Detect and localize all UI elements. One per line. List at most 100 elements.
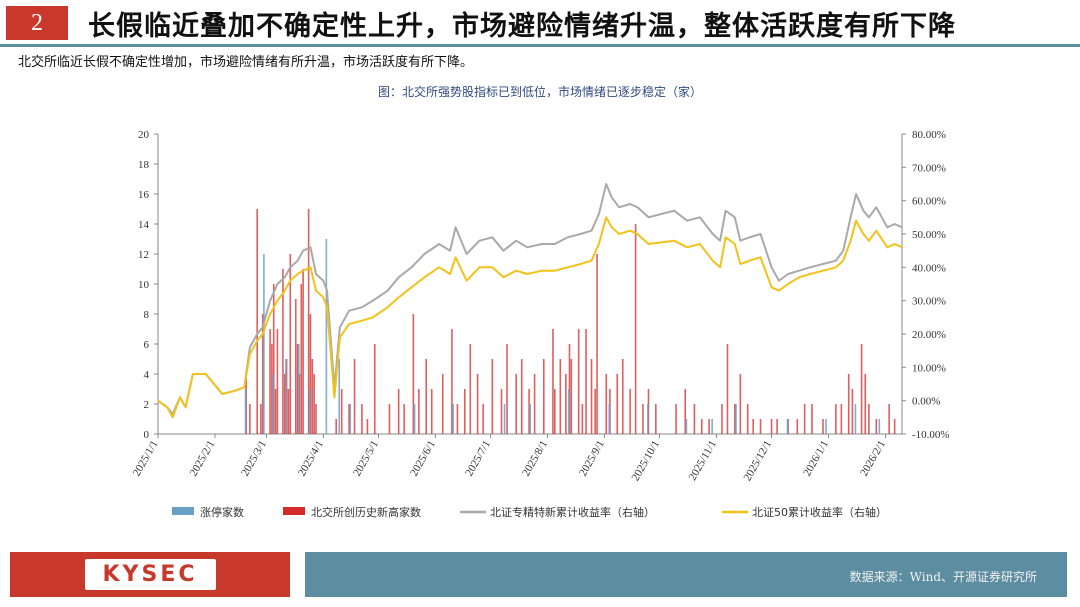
new-high-bar xyxy=(822,419,824,434)
right-tick-label: 70.00% xyxy=(912,162,946,174)
footer-logo-panel: KYSEC xyxy=(10,552,290,597)
right-tick-label: 30.00% xyxy=(912,296,946,308)
new-high-bar xyxy=(311,359,314,434)
new-high-bar xyxy=(554,389,556,434)
new-high-bar xyxy=(840,404,843,434)
new-high-bar xyxy=(296,344,299,434)
x-tick-label: 2025/12/1 xyxy=(741,439,774,484)
x-tick-label: 2025/2/1 xyxy=(188,439,218,479)
new-high-bar xyxy=(594,389,597,434)
new-high-bar xyxy=(634,224,637,434)
new-high-bar xyxy=(283,374,286,434)
x-tick-label: 2025/9/1 xyxy=(577,439,607,479)
new-high-bar xyxy=(463,389,466,434)
new-high-bar xyxy=(629,389,631,434)
right-tick-label: 20.00% xyxy=(912,329,946,341)
left-tick-label: 18 xyxy=(138,159,150,171)
limit-up-bar xyxy=(568,389,570,434)
limit-up-bar xyxy=(647,404,649,434)
x-tick-label: 2025/5/1 xyxy=(351,439,381,479)
limit-up-bar xyxy=(878,419,881,434)
limit-up-bar xyxy=(413,404,416,434)
new-high-bar xyxy=(621,359,624,434)
x-tick-label: 2025/4/1 xyxy=(296,439,326,479)
new-high-bar xyxy=(491,359,494,434)
new-high-bar xyxy=(469,344,472,434)
x-tick-label: 2026/1/1 xyxy=(801,439,831,479)
limit-up-bar xyxy=(786,419,789,434)
new-high-bar xyxy=(811,404,813,434)
new-high-bar xyxy=(796,419,799,434)
page-title: 长假临近叠加不确定性上升，市场避险情绪升温，整体活跃度有所下降 xyxy=(88,11,956,42)
new-high-bar xyxy=(533,374,536,434)
new-high-bar xyxy=(287,389,290,434)
new-high-bar xyxy=(585,329,587,434)
limit-up-bar xyxy=(529,404,532,434)
new-high-bar xyxy=(418,389,420,434)
new-high-bar xyxy=(456,404,459,434)
new-high-bar xyxy=(313,374,315,434)
right-tick-label: 50.00% xyxy=(912,229,946,241)
right-tick-label: 10.00% xyxy=(912,362,946,374)
footer-source-panel: 数据来源：Wind、开源证券研究所 xyxy=(305,552,1067,597)
left-tick-label: 4 xyxy=(144,369,150,381)
new-high-bar xyxy=(271,344,273,434)
new-high-bar xyxy=(570,359,573,434)
limit-up-bar xyxy=(685,419,688,434)
left-tick-label: 2 xyxy=(144,399,150,411)
left-tick-label: 12 xyxy=(138,249,149,261)
new-high-bar xyxy=(482,404,484,434)
new-high-bar xyxy=(366,419,369,434)
legend-limit-up-swatch xyxy=(172,507,194,515)
new-high-bar xyxy=(476,374,479,434)
new-high-bar xyxy=(307,209,310,434)
x-tick-label: 2025/8/1 xyxy=(520,439,550,479)
x-tick-label: 2025/10/1 xyxy=(629,439,662,484)
right-tick-label: 0.00% xyxy=(912,396,940,408)
bz50-return-line xyxy=(157,216,903,419)
new-high-bar xyxy=(425,359,428,434)
new-high-bar xyxy=(500,389,503,434)
legend-bz50-label: 北证50累计收益率（右轴） xyxy=(752,505,887,519)
new-high-bar xyxy=(565,374,567,434)
x-tick-label: 2025/11/1 xyxy=(687,439,720,483)
new-high-bar xyxy=(700,419,703,434)
new-high-bar xyxy=(590,359,593,434)
legend-new-high-swatch xyxy=(283,507,305,515)
right-tick-label: 80.00% xyxy=(912,129,946,141)
limit-up-bar xyxy=(349,404,352,434)
limit-up-bar xyxy=(338,359,341,434)
new-high-bar xyxy=(605,374,608,434)
left-tick-label: 6 xyxy=(144,339,150,351)
new-high-bar xyxy=(256,209,258,434)
new-high-bar xyxy=(276,329,279,434)
new-high-bar xyxy=(412,314,415,434)
new-high-bar xyxy=(708,419,710,434)
new-high-bar xyxy=(559,359,562,434)
limit-up-bar xyxy=(325,239,328,434)
new-high-bar xyxy=(403,404,405,434)
limit-up-bar xyxy=(309,389,311,434)
new-high-bar xyxy=(776,419,778,434)
left-tick-label: 16 xyxy=(138,189,150,201)
left-tick-label: 10 xyxy=(138,279,150,291)
page-subtitle: 北交所临近长假不确定性增加，市场避险情绪有所升温，市场活跃度有所下降。 xyxy=(18,55,474,70)
new-high-bar xyxy=(506,344,508,434)
new-high-bar xyxy=(515,374,518,434)
right-tick-label: 40.00% xyxy=(912,262,946,274)
limit-up-bar xyxy=(854,404,857,434)
left-tick-label: 8 xyxy=(144,309,150,321)
limit-up-bar xyxy=(825,419,827,434)
new-high-bar xyxy=(282,269,284,434)
new-high-bar xyxy=(684,389,687,434)
new-high-bar xyxy=(581,404,584,434)
x-tick-label: 2025/6/1 xyxy=(408,439,438,479)
new-high-bar xyxy=(528,389,530,434)
right-tick-label: -10.00% xyxy=(912,429,950,441)
new-high-bar xyxy=(868,404,870,434)
new-high-bar xyxy=(851,389,854,434)
new-high-bar xyxy=(875,419,878,434)
new-high-bar xyxy=(893,419,896,434)
new-high-bar xyxy=(373,344,376,434)
new-high-bar xyxy=(803,404,806,434)
